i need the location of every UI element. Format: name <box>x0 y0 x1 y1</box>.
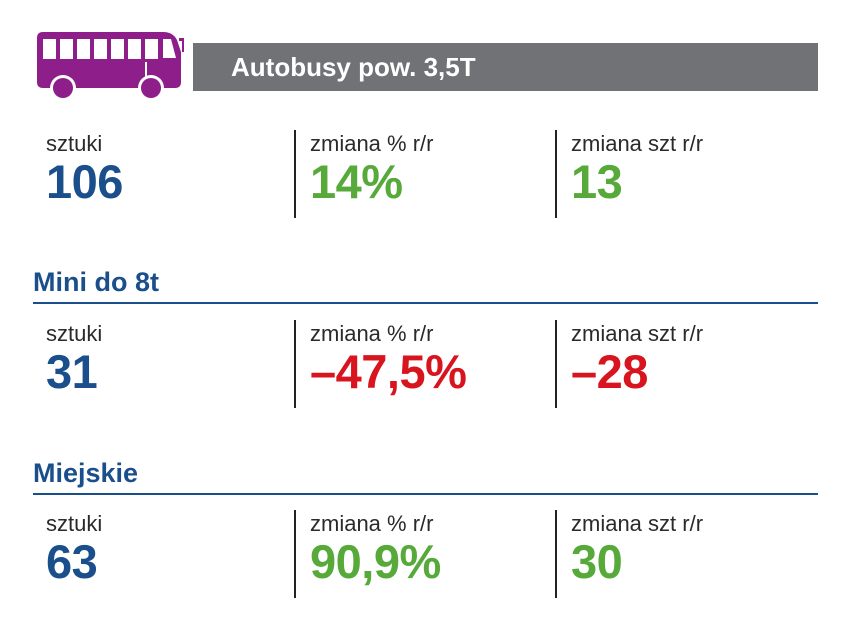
section-title-mini: Mini do 8t <box>33 267 159 297</box>
stat-units: sztuki 106 <box>46 130 286 218</box>
stat-units: sztuki 63 <box>46 510 286 598</box>
bus-icon <box>37 32 184 101</box>
stat-label: zmiana % r/r <box>310 321 434 346</box>
stat-change-units: zmiana szt r/r 30 <box>555 510 821 598</box>
stat-label: sztuki <box>46 131 103 156</box>
stats-row-city: sztuki 63 zmiana % r/r 90,9% zmiana szt … <box>0 510 844 598</box>
stat-change-percent: zmiana % r/r –47,5% <box>294 320 565 408</box>
page-title: Autobusy pow. 3,5T <box>231 52 476 82</box>
section-divider <box>33 493 818 495</box>
stat-label: zmiana % r/r <box>310 511 434 536</box>
stat-label: sztuki <box>46 511 103 536</box>
stat-label: zmiana % r/r <box>310 131 434 156</box>
stat-value: –47,5% <box>310 345 467 398</box>
stat-label: zmiana szt r/r <box>571 131 704 156</box>
stat-value: 30 <box>571 535 623 588</box>
stat-value: 13 <box>571 155 623 208</box>
title-bar: Autobusy pow. 3,5T <box>193 43 818 91</box>
stat-change-units: zmiana szt r/r 13 <box>555 130 821 218</box>
stat-value: 63 <box>46 535 98 588</box>
stat-value: 106 <box>46 155 123 208</box>
stat-change-percent: zmiana % r/r 14% <box>294 130 565 218</box>
section-title-city: Miejskie <box>33 458 139 488</box>
stat-value: –28 <box>571 345 648 398</box>
stat-value: 31 <box>46 345 98 398</box>
stat-value: 14% <box>310 155 403 208</box>
stat-label: zmiana szt r/r <box>571 321 704 346</box>
stat-change-percent: zmiana % r/r 90,9% <box>294 510 565 598</box>
stat-change-units: zmiana szt r/r –28 <box>555 320 821 408</box>
stat-label: zmiana szt r/r <box>571 511 704 536</box>
section-divider <box>33 302 818 304</box>
stat-value: 90,9% <box>310 535 441 588</box>
stat-label: sztuki <box>46 321 103 346</box>
stats-row-mini: sztuki 31 zmiana % r/r –47,5% zmiana szt… <box>0 320 844 408</box>
stats-row-total: sztuki 106 zmiana % r/r 14% zmiana szt r… <box>0 130 844 218</box>
stat-units: sztuki 31 <box>46 320 286 408</box>
